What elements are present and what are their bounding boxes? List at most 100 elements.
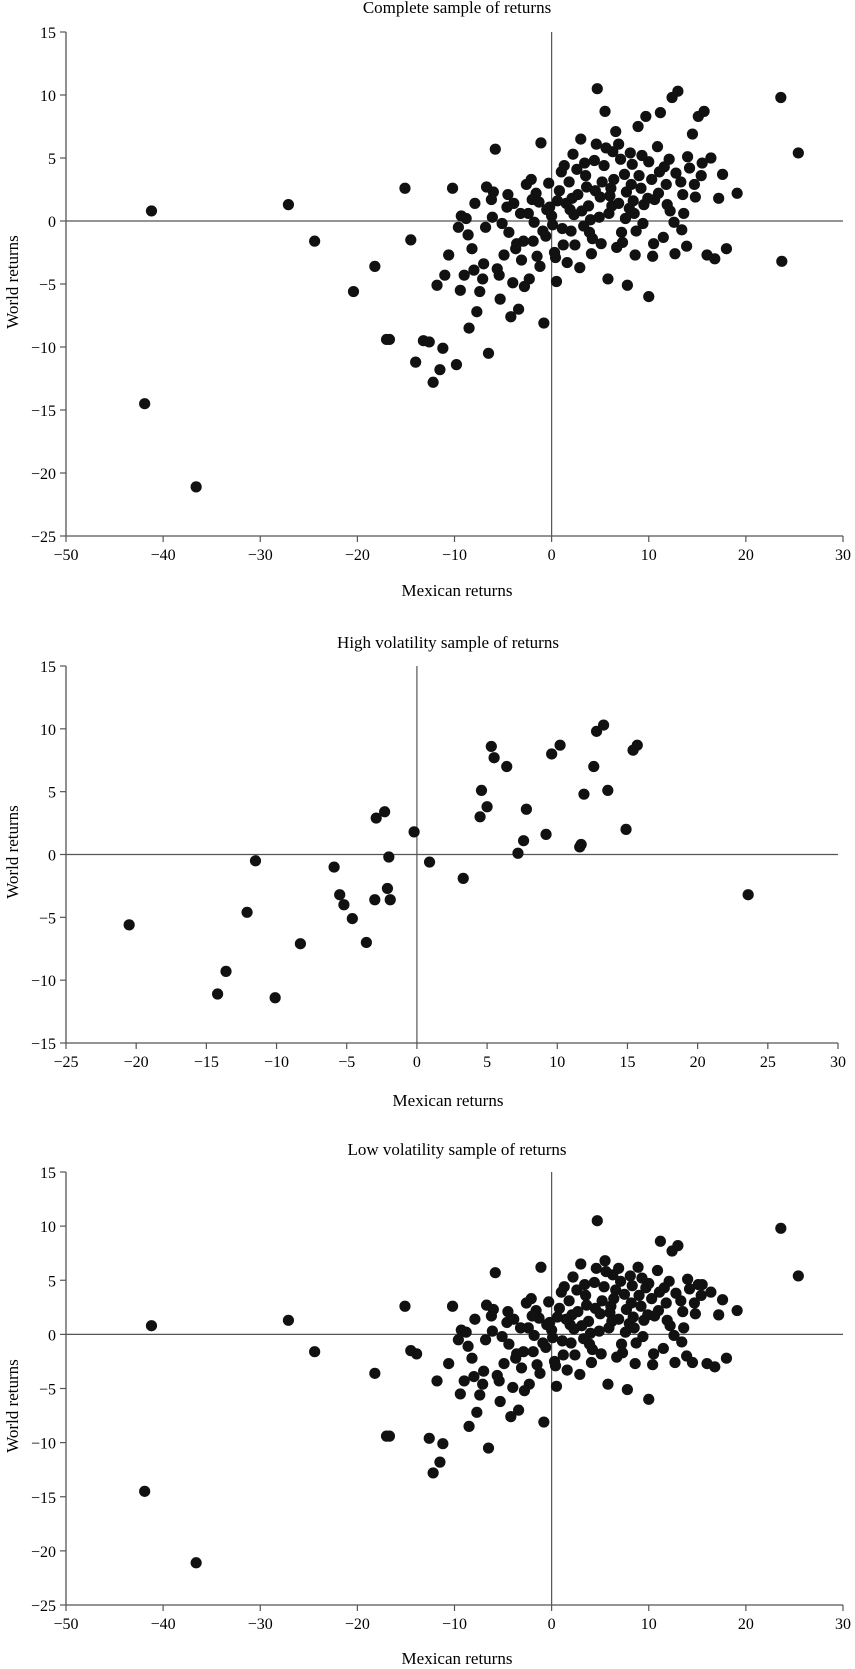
data-point bbox=[458, 269, 470, 281]
x-tick-label: −50 bbox=[53, 1616, 78, 1633]
data-point bbox=[431, 279, 443, 291]
chart-title: Low volatility sample of returns bbox=[347, 1140, 566, 1159]
data-point bbox=[482, 347, 495, 359]
data-point bbox=[520, 803, 532, 815]
y-tick-label: 15 bbox=[40, 1165, 56, 1182]
data-point bbox=[494, 1395, 506, 1408]
data-point bbox=[688, 178, 700, 191]
data-point bbox=[423, 336, 435, 348]
data-point bbox=[686, 128, 699, 140]
data-point bbox=[631, 739, 643, 751]
data-point bbox=[514, 207, 527, 220]
y-tick-label: 5 bbox=[48, 151, 56, 168]
data-point bbox=[593, 211, 605, 223]
data-point bbox=[669, 1356, 681, 1369]
data-point bbox=[454, 1388, 466, 1400]
data-point bbox=[309, 235, 321, 247]
data-point bbox=[682, 151, 694, 163]
y-tick-label: −10 bbox=[31, 973, 56, 990]
data-point bbox=[651, 1264, 664, 1277]
data-point bbox=[646, 173, 658, 186]
data-point bbox=[670, 1287, 682, 1299]
data-point bbox=[620, 823, 632, 835]
data-point bbox=[720, 243, 733, 255]
data-point bbox=[269, 992, 281, 1004]
x-tick-label: 30 bbox=[835, 547, 851, 564]
data-point bbox=[657, 1342, 669, 1355]
data-point bbox=[660, 1297, 672, 1309]
data-point bbox=[575, 133, 587, 145]
data-point bbox=[652, 1304, 665, 1317]
data-point bbox=[543, 177, 555, 189]
data-point bbox=[423, 1432, 435, 1444]
data-point bbox=[637, 217, 649, 230]
data-point bbox=[556, 222, 568, 235]
data-point bbox=[427, 1467, 439, 1479]
data-point bbox=[535, 137, 547, 149]
data-point bbox=[503, 226, 515, 238]
data-point bbox=[630, 1337, 642, 1349]
data-point bbox=[555, 1286, 567, 1298]
data-point bbox=[466, 1352, 478, 1364]
data-point bbox=[568, 209, 580, 221]
data-point bbox=[379, 806, 391, 818]
data-point bbox=[742, 889, 754, 901]
data-point bbox=[471, 1406, 483, 1418]
data-point bbox=[611, 1351, 623, 1363]
data-point bbox=[647, 1359, 659, 1371]
x-tick-label: −25 bbox=[53, 1054, 78, 1071]
data-point bbox=[480, 1299, 493, 1311]
data-point bbox=[537, 1337, 549, 1349]
data-point bbox=[496, 1330, 508, 1343]
data-point bbox=[515, 254, 528, 266]
chart-low-volatility: Low volatility sample of returns World r… bbox=[3, 1140, 851, 1668]
data-point bbox=[624, 1270, 636, 1282]
y-tick-label: −10 bbox=[31, 1436, 56, 1453]
data-point bbox=[695, 1289, 707, 1302]
data-point bbox=[360, 936, 372, 949]
data-point bbox=[660, 178, 672, 191]
data-point bbox=[507, 277, 519, 289]
data-point bbox=[635, 182, 647, 194]
data-point bbox=[568, 1323, 580, 1335]
data-point bbox=[579, 157, 591, 169]
data-point bbox=[567, 148, 579, 160]
data-point bbox=[475, 784, 488, 797]
y-tick-label: −20 bbox=[31, 1544, 56, 1561]
data-point bbox=[683, 1283, 696, 1295]
data-point bbox=[527, 235, 539, 247]
y-axis-label: World returns bbox=[3, 805, 22, 899]
data-point bbox=[139, 1485, 151, 1497]
y-tick-label: −15 bbox=[31, 403, 56, 420]
data-point bbox=[491, 1369, 503, 1382]
x-tick-label: 5 bbox=[483, 1054, 491, 1071]
data-point bbox=[672, 85, 684, 97]
data-point bbox=[517, 835, 530, 847]
data-point bbox=[211, 988, 224, 1000]
data-point bbox=[553, 1302, 565, 1314]
data-point bbox=[565, 225, 577, 237]
data-point bbox=[613, 1262, 625, 1274]
data-point bbox=[642, 192, 654, 204]
data-point bbox=[241, 906, 253, 918]
data-point bbox=[676, 224, 688, 236]
data-point bbox=[610, 1284, 622, 1296]
x-tick-label: 0 bbox=[548, 547, 556, 564]
y-tick-label: −25 bbox=[31, 1598, 56, 1615]
data-point bbox=[383, 851, 395, 863]
data-point bbox=[556, 1335, 568, 1347]
data-point bbox=[439, 269, 451, 281]
data-point bbox=[410, 356, 422, 368]
data-point bbox=[479, 1334, 492, 1346]
data-point bbox=[596, 1295, 608, 1307]
data-point bbox=[636, 149, 648, 162]
data-point bbox=[512, 847, 524, 859]
data-point bbox=[408, 826, 420, 838]
data-point bbox=[555, 166, 567, 178]
data-point bbox=[633, 170, 645, 182]
x-tick-label: 20 bbox=[738, 547, 754, 564]
data-point bbox=[580, 1289, 592, 1302]
data-point bbox=[595, 238, 607, 250]
data-point bbox=[522, 207, 534, 220]
data-point bbox=[190, 481, 202, 493]
